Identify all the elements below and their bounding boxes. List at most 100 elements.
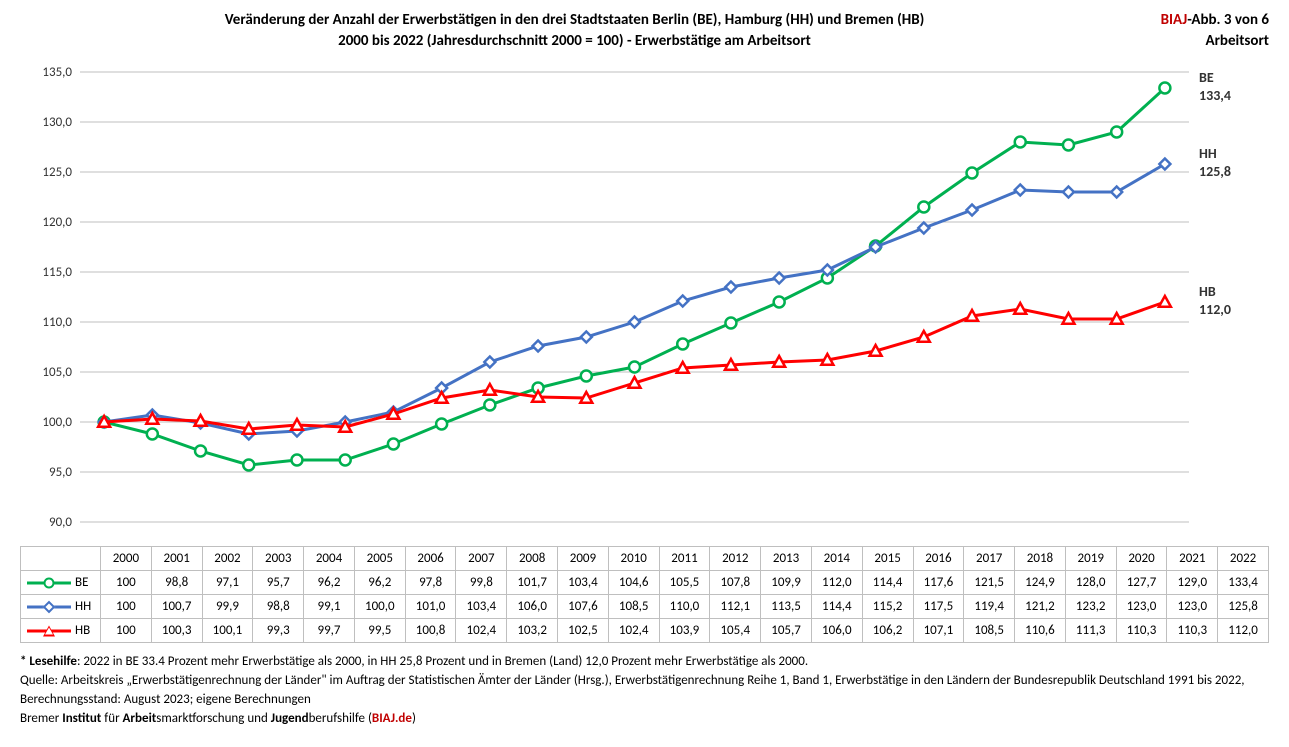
cell-HB: 100,8 [405, 619, 456, 643]
cell-BE: 114,4 [862, 571, 913, 595]
cell-BE: 96,2 [304, 571, 355, 595]
cell-HH: 117,5 [913, 595, 964, 619]
cell-HB: 110,3 [1167, 619, 1218, 643]
svg-text:105,0: 105,0 [42, 365, 72, 380]
year-header: 2016 [913, 547, 964, 571]
cell-HH: 108,5 [608, 595, 659, 619]
cell-HB: 108,5 [964, 619, 1015, 643]
lesehilfe-label: * Lesehilfe [20, 654, 77, 669]
cell-HB: 100,1 [202, 619, 253, 643]
cell-HB: 102,4 [608, 619, 659, 643]
cell-HH: 103,4 [456, 595, 507, 619]
cell-HB: 100,3 [151, 619, 202, 643]
cell-HB: 106,2 [862, 619, 913, 643]
cell-BE: 121,5 [964, 571, 1015, 595]
year-header: 2015 [862, 547, 913, 571]
year-header: 2020 [1116, 547, 1167, 571]
year-header: 2003 [253, 547, 304, 571]
cell-HB: 107,1 [913, 619, 964, 643]
cell-BE: 133,4 [1218, 571, 1269, 595]
year-header: 2021 [1167, 547, 1218, 571]
svg-text:125,8: 125,8 [1199, 163, 1231, 180]
cell-HB: 102,5 [558, 619, 609, 643]
year-header: 2000 [101, 547, 152, 571]
year-header: 2022 [1218, 547, 1269, 571]
quelle-text: Quelle: Arbeitskreis „Erwerbstätigenrech… [20, 672, 1269, 710]
data-table: 2000200120022003200420052006200720082009… [20, 546, 1269, 643]
title-line1: Veränderung der Anzahl der Erwerbstätige… [20, 10, 1129, 31]
svg-text:BE: BE [1199, 69, 1214, 86]
cell-BE: 97,1 [202, 571, 253, 595]
cell-HB: 105,4 [710, 619, 761, 643]
year-header: 2004 [304, 547, 355, 571]
cell-HH: 112,1 [710, 595, 761, 619]
legend-HB: HB [21, 619, 101, 643]
header-row: Veränderung der Anzahl der Erwerbstätige… [20, 10, 1269, 52]
cell-HH: 113,5 [761, 595, 812, 619]
year-header: 2007 [456, 547, 507, 571]
cell-BE: 128,0 [1065, 571, 1116, 595]
year-header: 2008 [507, 547, 558, 571]
cell-BE: 127,7 [1116, 571, 1167, 595]
svg-text:135,0: 135,0 [42, 65, 72, 80]
cell-BE: 98,8 [151, 571, 202, 595]
biaj-label: BIAJ [1161, 11, 1188, 29]
line-chart-svg: 90,095,0100,0105,0110,0115,0120,0125,013… [20, 62, 1269, 542]
cell-HH: 100,0 [354, 595, 405, 619]
cell-BE: 100 [101, 571, 152, 595]
cell-BE: 105,5 [659, 571, 710, 595]
cell-BE: 117,6 [913, 571, 964, 595]
legend-BE: BE [21, 571, 101, 595]
cell-HH: 121,2 [1015, 595, 1066, 619]
cell-HH: 100 [101, 595, 152, 619]
svg-text:100,0: 100,0 [42, 415, 72, 430]
title-line2: 2000 bis 2022 (Jahresdurchschnitt 2000 =… [20, 31, 1129, 52]
legend-HH: HH [21, 595, 101, 619]
year-header: 2009 [558, 547, 609, 571]
svg-text:HB: HB [1199, 283, 1216, 300]
year-header: 2018 [1015, 547, 1066, 571]
cell-BE: 97,8 [405, 571, 456, 595]
cell-HH: 101,0 [405, 595, 456, 619]
year-header: 2006 [405, 547, 456, 571]
svg-text:120,0: 120,0 [42, 215, 72, 230]
cell-HB: 99,5 [354, 619, 405, 643]
cell-HH: 107,6 [558, 595, 609, 619]
svg-text:90,0: 90,0 [49, 515, 72, 530]
cell-HB: 105,7 [761, 619, 812, 643]
year-header: 2013 [761, 547, 812, 571]
svg-text:133,4: 133,4 [1199, 87, 1231, 104]
cell-BE: 104,6 [608, 571, 659, 595]
svg-text:130,0: 130,0 [42, 115, 72, 130]
year-header: 2011 [659, 547, 710, 571]
year-header: 2005 [354, 547, 405, 571]
cell-BE: 99,8 [456, 571, 507, 595]
header-right-line2: Arbeitsort [1129, 31, 1269, 52]
svg-text:95,0: 95,0 [49, 465, 72, 480]
chart-area: 90,095,0100,0105,0110,0115,0120,0125,013… [20, 62, 1269, 542]
cell-HH: 98,8 [253, 595, 304, 619]
svg-text:125,0: 125,0 [42, 165, 72, 180]
cell-HH: 114,4 [811, 595, 862, 619]
cell-HH: 115,2 [862, 595, 913, 619]
cell-HB: 110,3 [1116, 619, 1167, 643]
cell-BE: 103,4 [558, 571, 609, 595]
cell-HH: 123,2 [1065, 595, 1116, 619]
chart-title: Veränderung der Anzahl der Erwerbstätige… [20, 10, 1129, 52]
cell-BE: 101,7 [507, 571, 558, 595]
cell-HB: 103,9 [659, 619, 710, 643]
cell-HH: 123,0 [1116, 595, 1167, 619]
cell-BE: 96,2 [354, 571, 405, 595]
cell-HH: 110,0 [659, 595, 710, 619]
legend-blank [21, 547, 101, 571]
year-header: 2014 [811, 547, 862, 571]
svg-text:HH: HH [1199, 145, 1217, 162]
cell-HB: 110,6 [1015, 619, 1066, 643]
cell-HH: 99,9 [202, 595, 253, 619]
cell-HH: 123,0 [1167, 595, 1218, 619]
header-right-rest: -Abb. 3 von 6 [1187, 11, 1269, 29]
year-header: 2012 [710, 547, 761, 571]
cell-HB: 100 [101, 619, 152, 643]
year-header: 2010 [608, 547, 659, 571]
svg-text:112,0: 112,0 [1199, 301, 1231, 318]
